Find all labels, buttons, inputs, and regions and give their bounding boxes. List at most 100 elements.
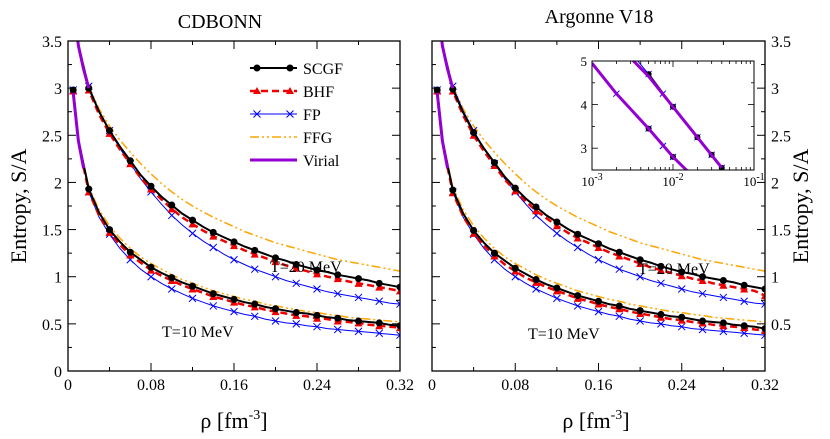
p0-scgf-t10-point (189, 282, 196, 290)
p0-y-tick-label: 1.5 (42, 223, 62, 240)
p0-scgf-t20-point (189, 216, 196, 224)
p0-fp-t10-point (209, 302, 218, 310)
inset-background (592, 61, 754, 170)
p1-scgf-t10-point (532, 276, 540, 284)
p1-scgf-t20-point (470, 128, 478, 136)
p0-virial-t20-series (76, 41, 91, 89)
p1-fp-t10-point (532, 285, 540, 293)
p0-fp-t10-point (292, 320, 301, 328)
p1-y-tick-label-right: 1 (771, 270, 779, 287)
p1-scgf-t10-point (657, 310, 665, 318)
p0-bhf-t20-point (313, 269, 321, 278)
p0-fp-t20-point (230, 255, 238, 264)
p0-scgf-t20-point (396, 283, 400, 291)
x-axis-label-close: ] (260, 408, 267, 433)
p1-bhf-t10-series (433, 86, 765, 334)
p0-bhf-t20-point (230, 241, 238, 250)
p0-scgf-t10-point (251, 300, 259, 308)
p1-fp-t10-point (553, 294, 561, 303)
p1-scgf-t20-point (615, 248, 623, 256)
p0-y-tick-label: 2 (54, 175, 62, 192)
p0-bhf-t20-point (354, 279, 363, 287)
x-axis-label-left: ρ [fm-3] (200, 408, 267, 433)
p0-ffg-t20-line (77, 41, 400, 272)
p1-scgf-t10-point (470, 227, 478, 235)
p0-scgf-t10-point (106, 226, 113, 234)
p0-scgf-t10-point (168, 274, 176, 282)
x-axis-label-close: ] (622, 408, 629, 433)
legend: SCGF BHF FP FFG Virial (250, 61, 343, 170)
inset-fp-t10-point (694, 178, 700, 184)
inset-ticks: 10-3 10-2 10-1 3 4 5 (581, 54, 765, 189)
p1-fp-t20-point (594, 255, 603, 264)
p1-scgf-t20-point (636, 256, 644, 264)
p1-fp-t20-point (434, 0, 441, 2)
p1-ffg-t10-series (436, 89, 765, 323)
annotation-t20-argonne: T=20 MeV (638, 261, 710, 278)
y-axis-label-left: Entropy, S/A (6, 149, 31, 264)
p0-scgf-t10-point (69, 86, 77, 94)
legend-marker-bhf (286, 87, 294, 94)
p1-scgf-t10-point (490, 249, 498, 257)
inset-virial-t20-series (631, 61, 723, 169)
p0-fp-t20-point (292, 279, 301, 288)
p0-fp-t20-series (77, 41, 400, 308)
p0-scgf-t20-series (70, 0, 400, 291)
p0-scgf-t20-point (230, 238, 238, 246)
p1-bhf-t20-point (615, 251, 624, 260)
p0-virial-t10-line (71, 92, 86, 169)
p1-scgf-t10-point (678, 313, 686, 321)
p0-scgf-t20-point (126, 157, 134, 165)
p1-bhf-t20-point (719, 281, 728, 289)
p0-fp-t20-point (271, 272, 280, 281)
p0-scgf-t10-point (334, 314, 342, 322)
inset-fp-t20-point (628, 49, 634, 55)
p1-scgf-t20-point (511, 184, 519, 192)
p1-scgf-t10-point (449, 186, 457, 194)
p0-ffg-t10-series (72, 89, 400, 323)
ticks-argonne: 0 0.08 0.16 0.24 0.32 0.5 1 1.5 2 2.5 3 3.5 (428, 34, 791, 394)
p1-x-tick-label: 0.24 (668, 377, 696, 394)
legend-marker-scgf (253, 64, 261, 72)
p1-bhf-t20-point (761, 291, 765, 300)
p1-fp-t20-point (573, 243, 582, 252)
p0-bhf-t20-point (292, 264, 301, 272)
p1-scgf-t20-point (719, 276, 727, 284)
p1-virial-t20-line (440, 41, 455, 89)
p1-ffg-t20-line (441, 41, 765, 272)
p0-y-tick-label: 3 (54, 81, 62, 98)
p0-fp-t10-point (396, 331, 400, 340)
p1-fp-t10-point (594, 307, 603, 316)
p0-bhf-t10-series (69, 86, 400, 332)
p1-fp-t20-point (553, 229, 561, 238)
p1-scgf-t20-point (553, 218, 561, 226)
p0-ffg-t10-line (72, 89, 400, 323)
inset-x-tick-label: 10-2 (662, 172, 683, 189)
p0-x-tick-label: 0.32 (386, 377, 414, 394)
p1-scgf-t20-point (699, 273, 707, 281)
p0-scgf-t20-point (209, 228, 217, 236)
legend-label-bhf: BHF (303, 84, 334, 101)
p0-scgf-t20-point (70, 0, 77, 2)
p0-fp-t10-point (375, 329, 384, 338)
inset-y-tick-label: 5 (581, 54, 588, 69)
panel-argonne: Argonne V18 0 0.08 0.16 0.24 0.32 0.5 1 1.5 2 2.5… (428, 0, 813, 433)
p0-scgf-t10-point (126, 248, 134, 256)
p1-fp-t20-point (657, 279, 665, 288)
p1-scgf-t10-point (574, 292, 582, 300)
p0-y-tick-label: 0 (54, 364, 62, 381)
p1-bhf-t20-point (573, 234, 582, 242)
p1-x-tick-label: 0.32 (751, 377, 779, 394)
x-axis-label-exponent: -3 (611, 408, 623, 423)
legend-marker-bhf (253, 87, 261, 94)
panel-title-cdbonn: CDBONN (178, 11, 262, 33)
p0-y-tick-label: 0.5 (42, 317, 62, 334)
p1-y-tick-label-right: 1.5 (771, 223, 791, 240)
p0-scgf-t10-series (69, 86, 400, 330)
p1-bhf-t20-point (594, 243, 603, 251)
p1-bhf-t20-point (698, 276, 707, 284)
p1-fp-t20-point (636, 272, 644, 281)
p1-scgf-t20-point (490, 159, 498, 167)
annotation-t10-argonne: T=10 MeV (528, 326, 600, 343)
p1-ffg-t10-line (436, 89, 765, 323)
